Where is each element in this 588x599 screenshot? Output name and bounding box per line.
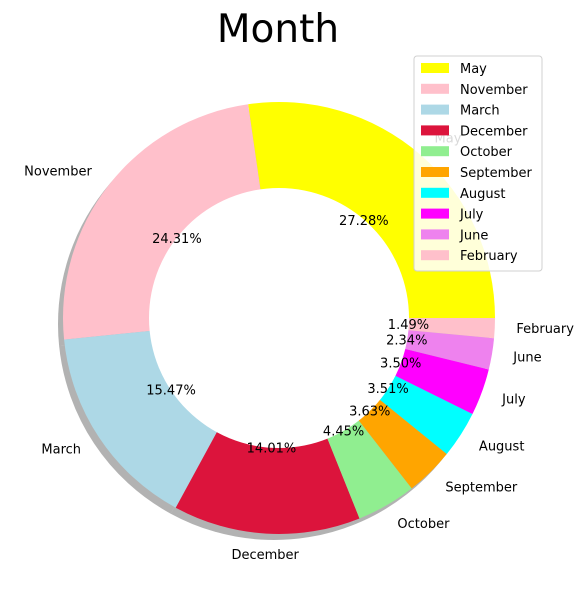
legend-label-march: March <box>460 104 500 119</box>
legend: May November March December October September… <box>413 55 543 272</box>
slice-label-march: March <box>41 442 81 457</box>
percent-label-november: 24.31% <box>152 232 202 247</box>
percent-label-august: 3.51% <box>367 382 408 397</box>
legend-swatch-june <box>421 229 449 240</box>
legend-swatch-march <box>421 104 449 115</box>
legend-swatch-december <box>421 125 449 136</box>
chart-title: Month <box>217 7 339 52</box>
slice-label-september: September <box>445 481 518 496</box>
percent-label-march: 15.47% <box>146 384 196 399</box>
legend-label-february: February <box>460 249 518 264</box>
percent-label-february: 1.49% <box>388 318 429 333</box>
percent-label-july: 3.50% <box>380 357 421 372</box>
legend-label-august: August <box>460 187 506 202</box>
legend-swatch-february <box>421 250 449 261</box>
percent-label-june: 2.34% <box>386 334 427 349</box>
legend-label-september: September <box>460 166 533 181</box>
slice-label-november: November <box>24 165 92 180</box>
slice-label-october: October <box>397 517 450 532</box>
legend-label-july: July <box>459 208 484 223</box>
legend-swatch-july <box>421 208 449 219</box>
legend-swatch-may <box>421 63 449 73</box>
legend-swatch-september <box>421 167 449 177</box>
slice-label-august: August <box>479 439 525 454</box>
legend-label-october: October <box>460 145 513 160</box>
slice-label-july: July <box>501 393 526 408</box>
legend-label-may: May <box>460 62 487 77</box>
percent-label-october: 4.45% <box>323 424 364 439</box>
legend-swatch-november <box>421 83 449 94</box>
percent-labels: 27.28% 24.31% 15.47% 14.01% 4.45% 3.63% 3.51% 3… <box>146 214 429 456</box>
percent-label-may: 27.28% <box>339 214 389 229</box>
legend-swatch-october <box>421 146 449 157</box>
legend-label-june: June <box>459 228 488 243</box>
legend-label-december: December <box>460 124 528 139</box>
slice-label-february: February <box>516 322 574 337</box>
percent-label-september: 3.63% <box>349 405 390 420</box>
slice-label-june: June <box>512 351 541 366</box>
donut-hole <box>149 188 409 448</box>
legend-label-november: November <box>460 83 528 98</box>
percent-label-december: 14.01% <box>247 441 297 456</box>
legend-swatch-august <box>421 187 449 198</box>
slice-label-december: December <box>231 548 299 563</box>
